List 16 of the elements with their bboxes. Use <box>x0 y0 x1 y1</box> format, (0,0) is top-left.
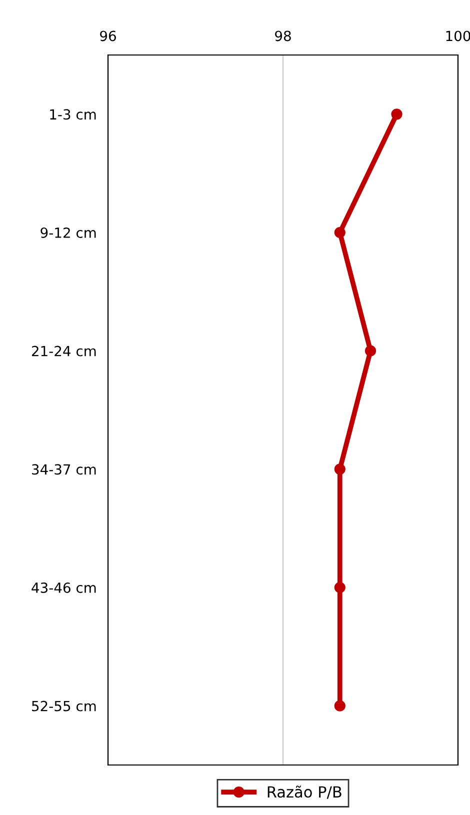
y-tick-label: 34-37 cm <box>32 464 96 475</box>
y-tick-label: 52-55 cm <box>32 700 96 712</box>
point <box>334 226 346 238</box>
y-tick-label: 21-24 cm <box>32 346 96 356</box>
point <box>334 464 346 475</box>
point <box>391 108 402 120</box>
legend-label: Razão P/B <box>268 786 342 799</box>
x2-tick-label: 98 <box>275 30 291 42</box>
y-tick-label: 9-12 cm <box>40 227 96 238</box>
x2-tick-label: 96 <box>100 30 116 42</box>
y-tick-label: 1-3 cm <box>50 109 96 120</box>
point <box>364 345 376 356</box>
x2-tick-label: 100 <box>446 30 470 42</box>
y-tick-label: 43-46 cm <box>32 582 96 593</box>
point <box>334 582 346 594</box>
point <box>334 700 346 712</box>
